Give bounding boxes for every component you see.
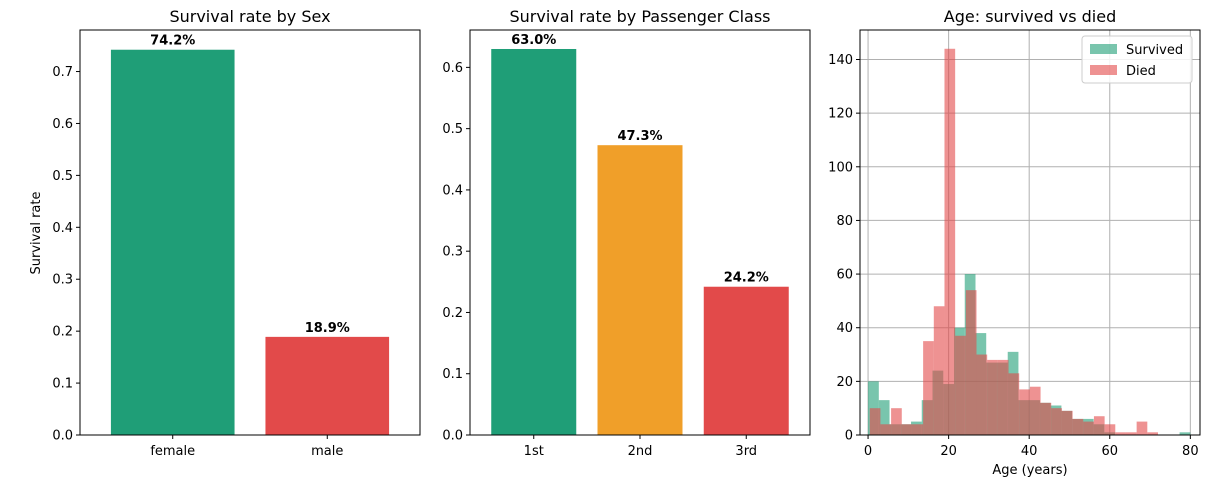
panel-title: Age: survived vs died [944,7,1116,26]
histogram-bar-died [901,424,913,435]
histogram-bar-died [1147,432,1158,435]
y-tick-label: 0.0 [52,429,73,444]
x-tick-label: 0 [864,444,872,459]
histogram-bar-died [933,306,945,435]
legend-label: Survived [1126,43,1183,58]
y-tick-label: 0.6 [52,117,73,132]
x-tick-label: 80 [1182,444,1199,459]
legend-label: Died [1126,64,1156,79]
y-tick-label: 80 [836,214,853,229]
bar [265,336,390,435]
plot-frame [859,29,1201,436]
panel-survival-by-sex: Survival rate by Sex Survival rate 74.2%… [29,7,421,459]
y-tick-label: 20 [836,375,853,390]
histogram-bar-died [1104,424,1116,435]
y-tick-label: 60 [836,268,853,283]
x-tick-label: 3rd [735,444,757,459]
bar-value-label: 63.0% [511,33,556,48]
x-tick-label: 40 [1021,444,1038,459]
histogram-bar-died [944,48,956,435]
bar-value-label: 47.3% [617,129,662,144]
bar [597,145,683,436]
bar-value-label: 18.9% [305,321,350,336]
y-tick-label: 0.2 [52,325,73,340]
x-tick-label: 60 [1101,444,1118,459]
y-axis-label: Survival rate [29,192,44,275]
histogram-bar-died [1029,386,1041,435]
histogram-bar-died [1093,416,1105,435]
histogram-bar-died [1115,432,1126,435]
y-tick-label: 100 [828,160,853,175]
y-tick-label: 120 [828,107,853,122]
y-tick-label: 0.3 [52,273,73,288]
histogram-bar-died [891,408,902,435]
histogram-bar-died [1008,373,1020,435]
histogram-bar-died [1051,408,1062,435]
legend-swatch [1090,65,1117,75]
histogram-bar-died [1061,410,1073,435]
y-tick-label: 140 [828,53,853,68]
panel-title: Survival rate by Sex [169,7,330,26]
y-tick-label: 0.0 [442,429,463,444]
panel-survival-by-class: Survival rate by Passenger Class 63.0% 1s… [442,7,811,459]
y-tick-label: 0.1 [442,367,463,382]
y-tick-label: 40 [836,321,853,336]
histogram-bar-died [1040,402,1052,435]
histogram-bar-died [1136,421,1148,435]
bar-value-label: 24.2% [724,271,769,286]
histogram-bar-died [1125,432,1137,435]
y-tick-label: 0.3 [442,245,463,260]
histogram-bar-died [1019,389,1030,435]
histogram-bar-died [912,424,924,435]
bar [491,48,577,435]
legend-swatch [1090,44,1117,54]
histogram-bar-died [997,359,1009,435]
panel-age-histogram: Age: survived vs died Age (years) 0 20 40 6… [828,7,1201,477]
y-tick-label: 0.5 [442,122,463,137]
x-axis-label: Age (years) [992,463,1067,477]
y-tick-label: 0.4 [52,221,73,236]
y-tick-label: 0.7 [52,65,73,80]
histogram-bar-survived [878,400,890,435]
x-tick-label: 20 [940,444,957,459]
histogram-bar-died [955,335,966,435]
histogram-bar-died [1072,418,1084,435]
y-tick-label: 0.2 [442,306,463,321]
bar [110,49,235,435]
histogram-bar-died [1083,421,1094,435]
x-tick-label: male [311,444,343,459]
y-tick-label: 0.4 [442,183,463,198]
x-tick-label: 2nd [628,444,653,459]
x-tick-label: 1st [524,444,544,459]
histogram-bar-died [869,408,881,435]
y-tick-label: 0.6 [442,61,463,76]
bar-value-label: 74.2% [150,34,195,49]
panel-title: Survival rate by Passenger Class [509,7,770,26]
histogram-bar-survived [1179,432,1191,435]
y-tick-label: 0.1 [52,377,73,392]
histogram-bar-died [923,341,934,435]
histogram-bar-died [976,354,988,435]
histogram-bar-died [880,424,892,435]
y-tick-label: 0 [845,429,853,444]
histogram-bar-died [987,359,998,435]
histogram-bar-died [965,290,977,435]
bar [703,286,789,435]
legend: Survived Died [1081,35,1193,84]
x-tick-label: female [150,444,195,459]
y-tick-label: 0.5 [52,169,73,184]
plot-frame [469,29,811,436]
plot-frame [79,29,421,436]
